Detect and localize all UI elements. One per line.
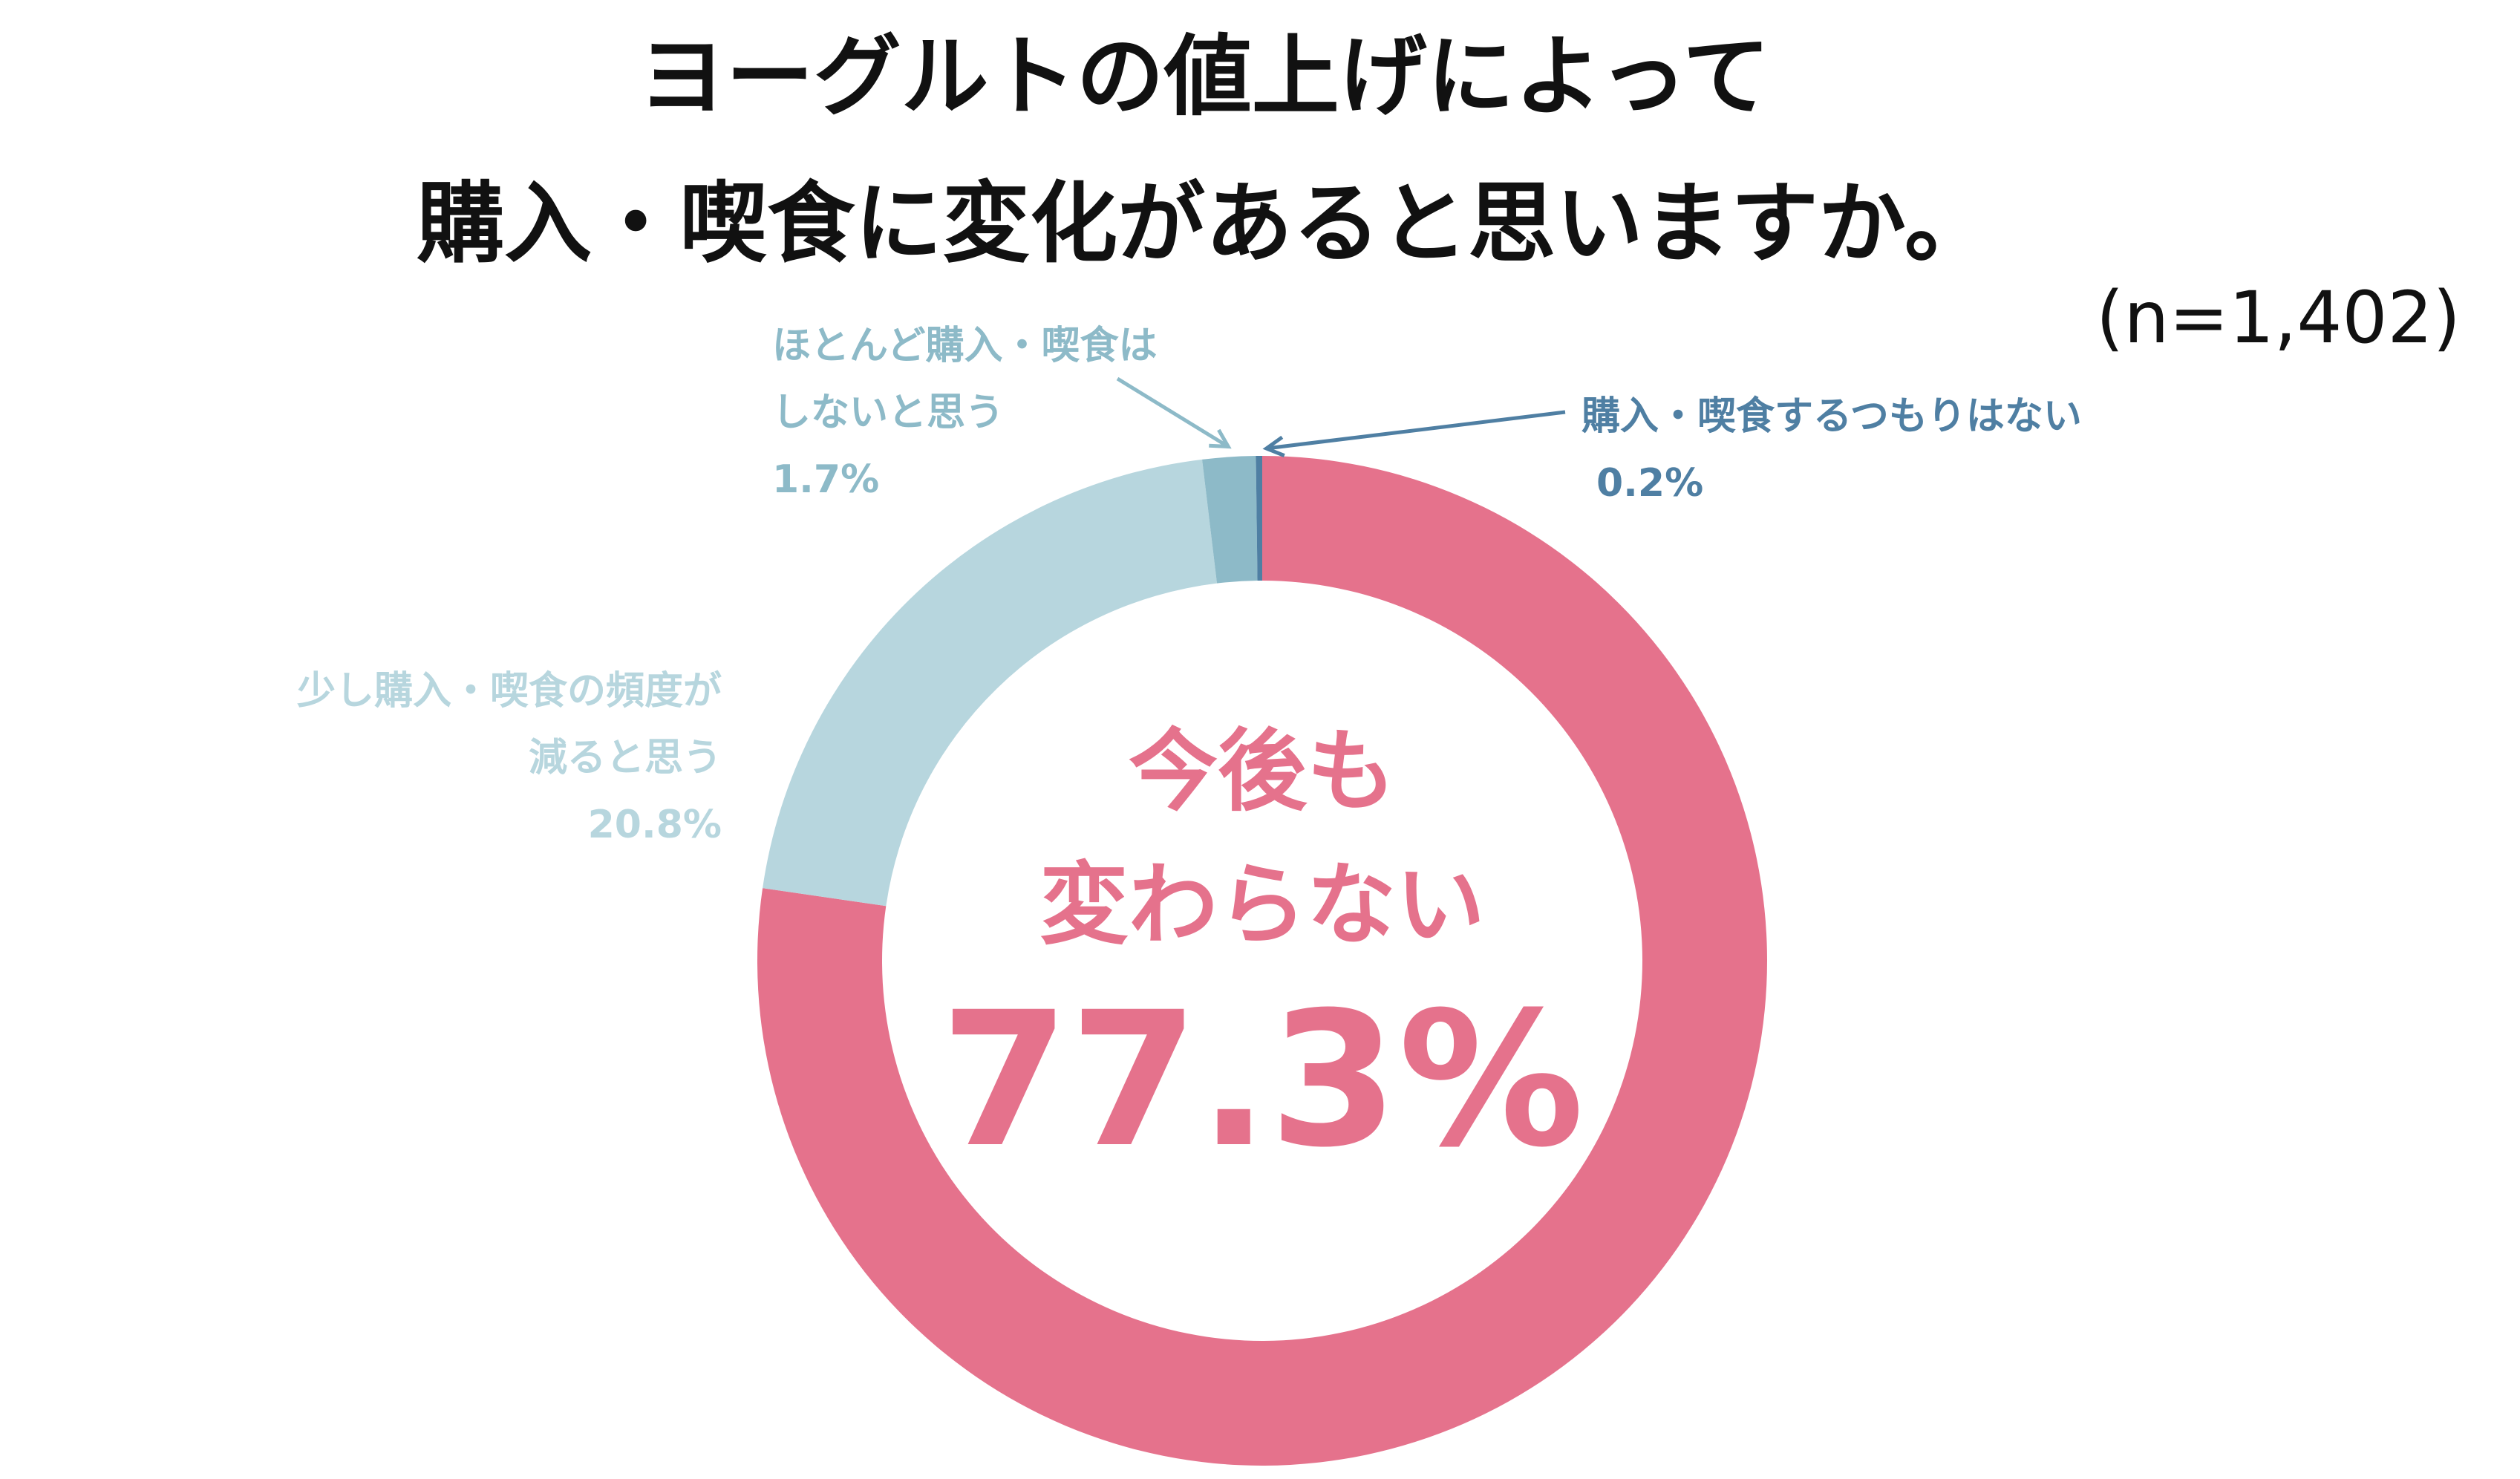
label-reduce-pct: 20.8% [587, 803, 722, 847]
slice-none [1256, 456, 1262, 581]
slice-almost-none [1202, 456, 1258, 584]
label-reduce-line-2: 減ると思う [528, 736, 722, 780]
leader-lines [1116, 376, 1566, 457]
chart-title-line-1: ヨーグルトの値上げによって [638, 25, 1771, 128]
center-label-line-1: 今後も [1129, 720, 1396, 823]
center-label-line-2: 変わらない [1039, 854, 1485, 957]
leader-none [1262, 410, 1566, 457]
chart-title-line-2: 購入・喫食に変化があると思いますか。 [417, 172, 1992, 275]
slice-reduce [763, 459, 1218, 907]
label-almost-none-line-2: しないと思う [772, 391, 1005, 435]
label-almost-none-line-1: ほとんど購入・喫食は [772, 324, 1158, 368]
leader-almost-none [1116, 376, 1232, 449]
label-none-pct: 0.2% [1596, 461, 1704, 506]
label-reduce-line-1: 少し購入・喫食の頻度が [296, 669, 722, 714]
donut-slices [757, 456, 1767, 1466]
center-value: 77.3% [940, 972, 1584, 1188]
label-none-line-1: 購入・喫食するつもりはない [1581, 394, 2082, 439]
label-almost-none-pct: 1.7% [772, 457, 880, 502]
sample-size-label: (n=1,402) [2095, 276, 2461, 359]
